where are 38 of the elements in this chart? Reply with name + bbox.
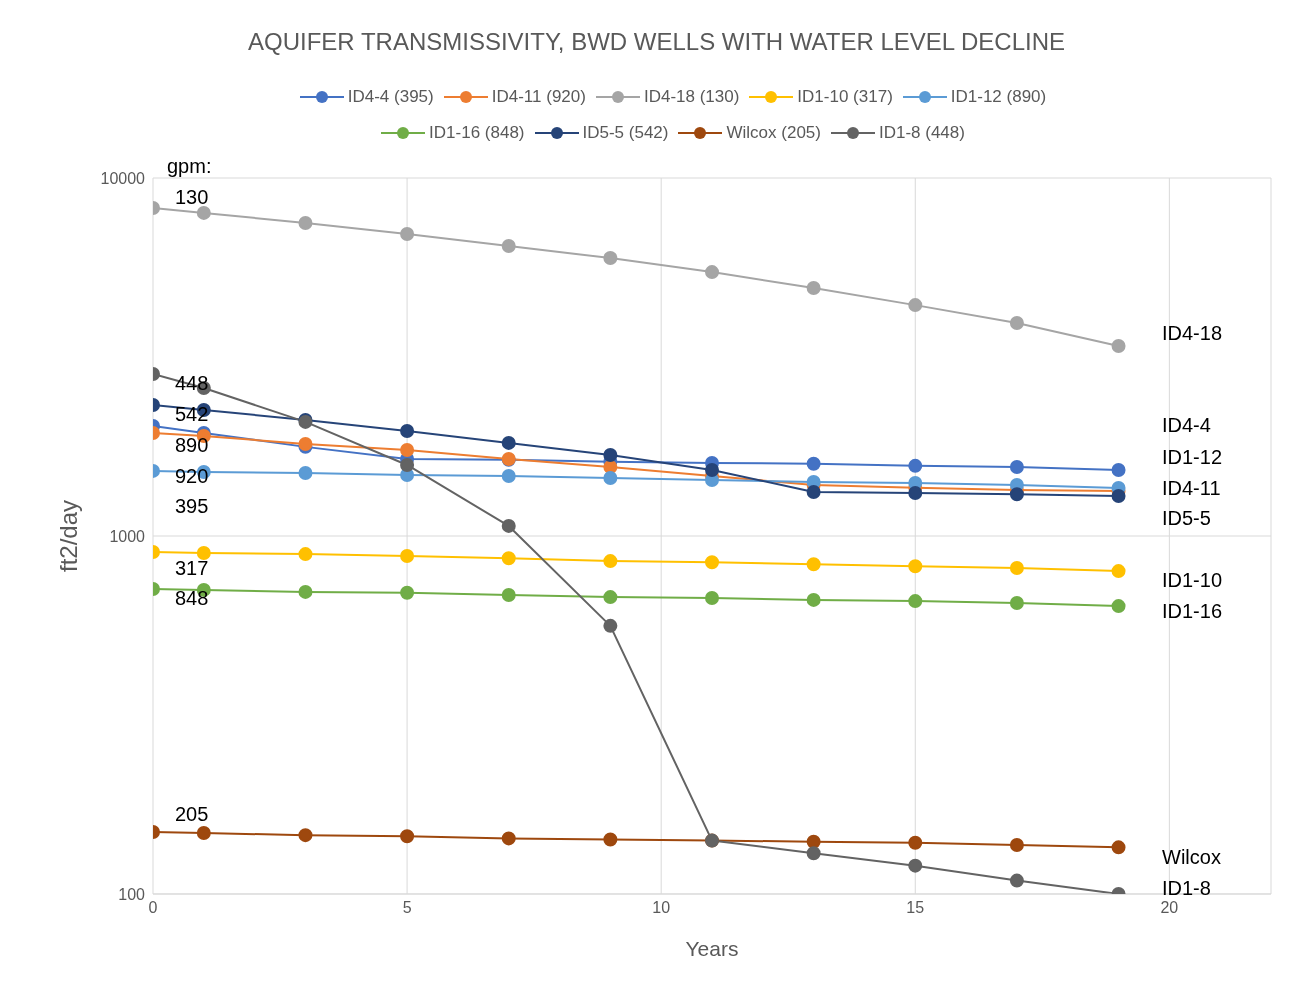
x-axis-title: Years — [685, 937, 739, 960]
legend-label: ID4-4 (395) — [347, 87, 434, 107]
y-axis-title: ft2/day — [54, 499, 82, 573]
y-tick-label: 10000 — [100, 169, 146, 187]
legend-label: ID1-12 (890) — [950, 87, 1047, 107]
annotation: ID4-4 — [1162, 413, 1211, 437]
annotation: ID1-12 — [1162, 445, 1223, 469]
annotation: 395 — [175, 494, 209, 518]
annotation: 317 — [175, 556, 209, 580]
x-tick-label: 15 — [906, 899, 925, 917]
x-tick-label: 0 — [148, 899, 158, 917]
annotation: 848 — [175, 586, 209, 610]
annotation: 205 — [175, 802, 209, 826]
legend-label: ID5-5 (542) — [582, 123, 669, 143]
annotation: 890 — [175, 433, 209, 457]
annotation: 130 — [175, 185, 209, 209]
annotation: ID1-10 — [1162, 568, 1223, 592]
annotation: 920 — [175, 464, 209, 488]
text: gpm: — [167, 154, 212, 178]
annotation: ID1-8 — [1162, 876, 1211, 900]
legend-label: ID1-8 (448) — [878, 123, 965, 143]
legend-label: Wilcox (205) — [726, 123, 821, 143]
legend-label: ID1-16 (848) — [429, 123, 525, 143]
y-tick-label: 1000 — [109, 527, 146, 545]
legend-label: ID4-18 (130) — [643, 87, 740, 107]
annotation: 542 — [175, 402, 209, 426]
annotation: ID4-18 — [1162, 321, 1223, 345]
x-tick-label: 20 — [1160, 899, 1179, 917]
x-tick-label: 5 — [402, 899, 412, 917]
legend-label: ID1-10 (317) — [797, 87, 893, 107]
annotation: ID4-11 — [1162, 476, 1221, 500]
x-tick-label: 10 — [652, 899, 671, 917]
chart-title: AQUIFER TRANSMISSIVITY, BWD WELLS WITH WATER LEVEL DECLINE — [247, 28, 1066, 56]
annotation: ID1-16 — [1162, 599, 1223, 623]
annotation: ID5-5 — [1162, 506, 1211, 530]
legend-label: ID4-11 (920) — [491, 87, 586, 107]
y-tick-label: 100 — [118, 885, 146, 903]
annotation: Wilcox — [1162, 845, 1221, 869]
